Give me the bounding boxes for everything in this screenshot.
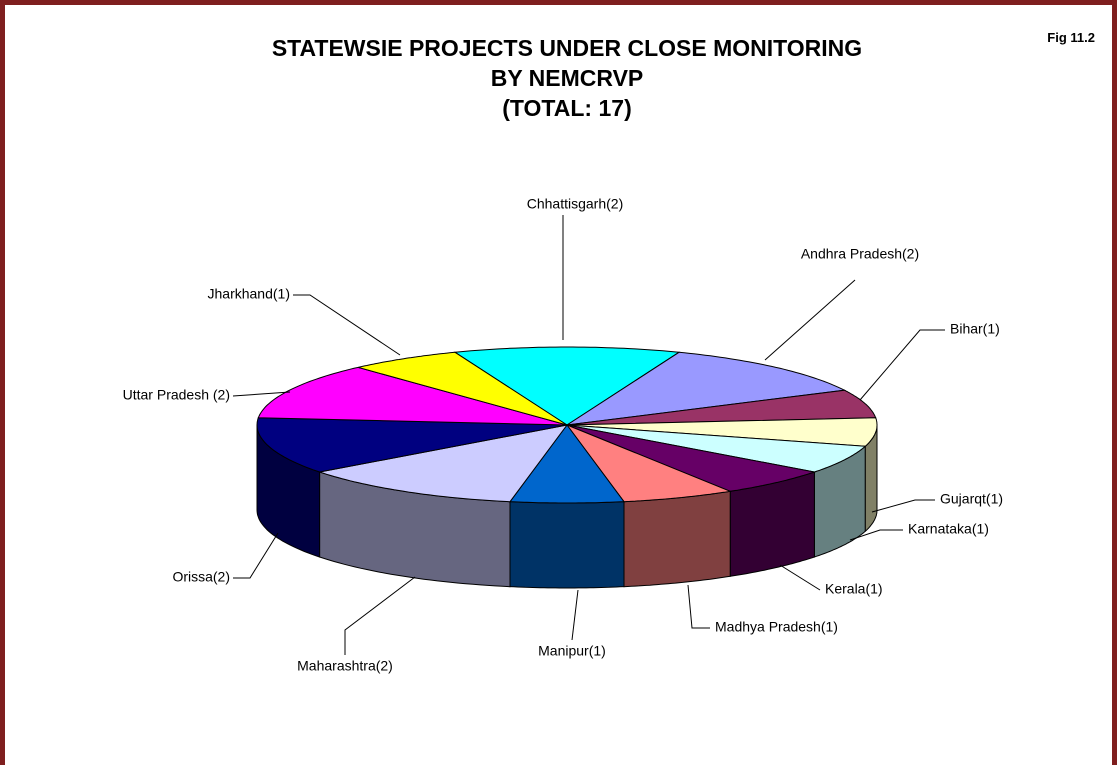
slice xyxy=(509,424,625,504)
slice xyxy=(565,423,733,503)
data-label: Chhattisgarh(2) xyxy=(527,196,624,212)
chart-title: (TOTAL: 17) xyxy=(502,95,631,121)
leader-line xyxy=(233,532,279,579)
data-label: Maharashtra(2) xyxy=(297,658,393,674)
slice xyxy=(256,417,568,473)
slice xyxy=(319,424,569,503)
slice xyxy=(453,346,681,426)
data-label: Kerala(1) xyxy=(825,581,883,597)
pie-sides xyxy=(256,424,878,589)
slice-side xyxy=(623,490,731,588)
slice xyxy=(566,424,817,492)
leader-line xyxy=(687,584,710,629)
chart-title: STATEWSIE PROJECTS UNDER CLOSE MONITORIN… xyxy=(272,35,862,61)
data-label: Gujarqt(1) xyxy=(940,491,1003,507)
data-label: Andhra Pradesh(2) xyxy=(801,246,919,262)
labels: Chhattisgarh(2) Andhra Pradesh(2) Bihar(1)… xyxy=(123,196,1003,674)
leader-line xyxy=(779,564,821,591)
leader-line xyxy=(344,576,416,655)
slice xyxy=(257,366,568,426)
pie-tops xyxy=(256,346,878,504)
leader-line xyxy=(232,391,291,397)
leader-line xyxy=(871,499,935,513)
data-label: Bihar(1) xyxy=(950,321,1000,337)
data-label: Orissa(2) xyxy=(172,569,230,585)
leader-line xyxy=(293,294,401,356)
leader-line xyxy=(571,589,579,641)
data-label: Jharkhand(1) xyxy=(208,286,291,302)
slice xyxy=(566,424,867,473)
chart-title: BY NEMCRVP xyxy=(491,65,644,91)
slice-side xyxy=(509,501,625,589)
slice xyxy=(566,417,878,447)
data-label: Madhya Pradesh(1) xyxy=(715,619,838,635)
data-label: Uttar Pradesh (2) xyxy=(123,387,230,403)
leader-line xyxy=(859,329,945,401)
annotation: Fig 11.2 xyxy=(1047,30,1095,45)
data-label: Karnataka(1) xyxy=(908,521,989,537)
slice xyxy=(566,351,847,426)
slice xyxy=(358,351,568,426)
leader-line xyxy=(849,529,903,541)
data-label: Manipur(1) xyxy=(538,643,606,659)
leader-line xyxy=(764,279,856,361)
slice xyxy=(566,389,877,426)
